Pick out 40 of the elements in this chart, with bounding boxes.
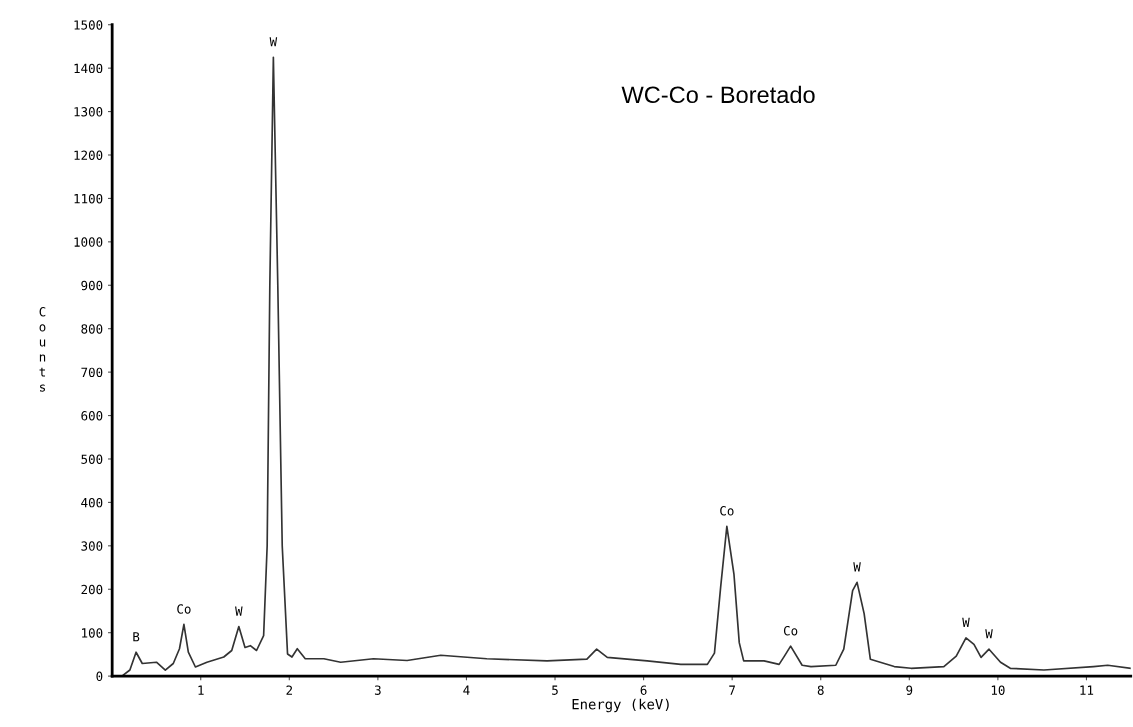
annotation: W [269,37,278,47]
y-tick-label: 600 [81,411,103,421]
y-tick-label: 700 [81,367,103,378]
y-tick-label: 800 [81,324,103,334]
y-tick-label: 300 [81,541,103,551]
y-tick-label: 500 [81,454,103,464]
text: WC-Co - Boretado [621,85,815,104]
x-tick-label: 6 [640,685,647,695]
x-tick-label: 3 [374,685,381,695]
y-tick-label: 100 [82,628,103,638]
x-tick-label: 11 [1080,685,1094,695]
x-tick-label: 9 [906,685,913,695]
annotation: W [962,617,970,627]
annotation: Co [720,506,734,516]
annotation: Co [783,625,798,636]
x-tick-label: 10 [991,685,1005,695]
line-series [121,56,1131,677]
x-tick-label: 1 [198,685,204,695]
y-tick-label: 200 [81,584,103,595]
x-tick-label: 5 [552,685,558,695]
y-tick-label: 1200 [74,150,103,160]
y-tick-label: 1400 [74,63,103,74]
x-axis-title: Energy (keV) [572,698,669,713]
y-tick-label: 900 [81,280,103,291]
y-tick-label: 1300 [74,107,103,117]
annotation: W [235,606,243,616]
x-tick-label: 4 [463,685,470,695]
x-tick-label: 2 [286,685,293,695]
y-tick-label: 1000 [74,237,103,247]
y-tick-label: 0 [96,671,103,682]
y-tick-label: 1500 [74,20,103,30]
y-axis-title: Counts [39,307,46,392]
x-tick-label: 7 [729,685,735,695]
annotation: Co [177,604,191,614]
annotation: W [853,562,861,572]
annotation: B [133,632,140,642]
y-tick-label: 1100 [74,193,103,204]
y-tick-label: 400 [81,497,103,508]
annotation: W [985,629,993,639]
x-tick-label: 8 [817,685,824,695]
